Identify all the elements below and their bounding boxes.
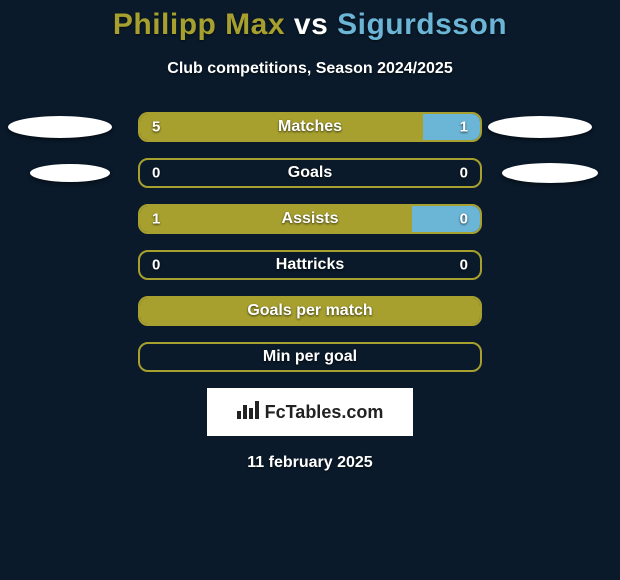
stat-label: Goals per match [247,302,372,320]
bar-right-fill [412,206,480,232]
stat-row: 5 1 Matches [0,112,620,142]
stat-value-right: 0 [460,257,468,274]
comparison-infographic: Philipp Max vs Sigurdsson Club competiti… [0,0,620,472]
stat-value-right: 1 [460,119,468,136]
stat-bar: 1 0 Assists [138,204,482,234]
stat-row: Min per goal [0,342,620,372]
page-title: Philipp Max vs Sigurdsson [0,8,620,42]
source-badge: FcTables.com [207,388,413,436]
stat-value-left: 5 [152,119,160,136]
player2-marker [488,116,592,138]
subtitle: Club competitions, Season 2024/2025 [0,60,620,78]
stat-value-right: 0 [460,211,468,228]
stat-label: Matches [278,118,342,136]
player1-marker [8,116,112,138]
stat-bar: 5 1 Matches [138,112,482,142]
date-label: 11 february 2025 [0,454,620,472]
stat-value-left: 1 [152,211,160,228]
player1-name: Philipp Max [113,8,285,41]
bar-right-fill [423,114,480,140]
vs-text: vs [294,8,328,41]
stat-value-right: 0 [460,165,468,182]
stat-row: 0 0 Goals [0,158,620,188]
stat-label: Assists [282,210,339,228]
stat-row: 1 0 Assists [0,204,620,234]
bar-left-fill [140,206,412,232]
stat-label: Goals [288,164,332,182]
stat-label: Hattricks [276,256,344,274]
stat-row: Goals per match [0,296,620,326]
comparison-chart: 5 1 Matches 0 0 Goals 1 0 Assists 0 0 Hattricks Goal… [0,112,620,372]
stat-value-left: 0 [152,165,160,182]
bars-icon [237,401,259,424]
stat-bar: 0 0 Goals [138,158,482,188]
player2-name: Sigurdsson [337,8,507,41]
stat-row: 0 0 Hattricks [0,250,620,280]
stat-bar: Goals per match [138,296,482,326]
stat-bar: Min per goal [138,342,482,372]
stat-value-left: 0 [152,257,160,274]
player2-marker [502,163,598,183]
player1-marker [30,164,110,182]
stat-bar: 0 0 Hattricks [138,250,482,280]
source-text: FcTables.com [265,402,384,423]
stat-label: Min per goal [263,348,357,366]
